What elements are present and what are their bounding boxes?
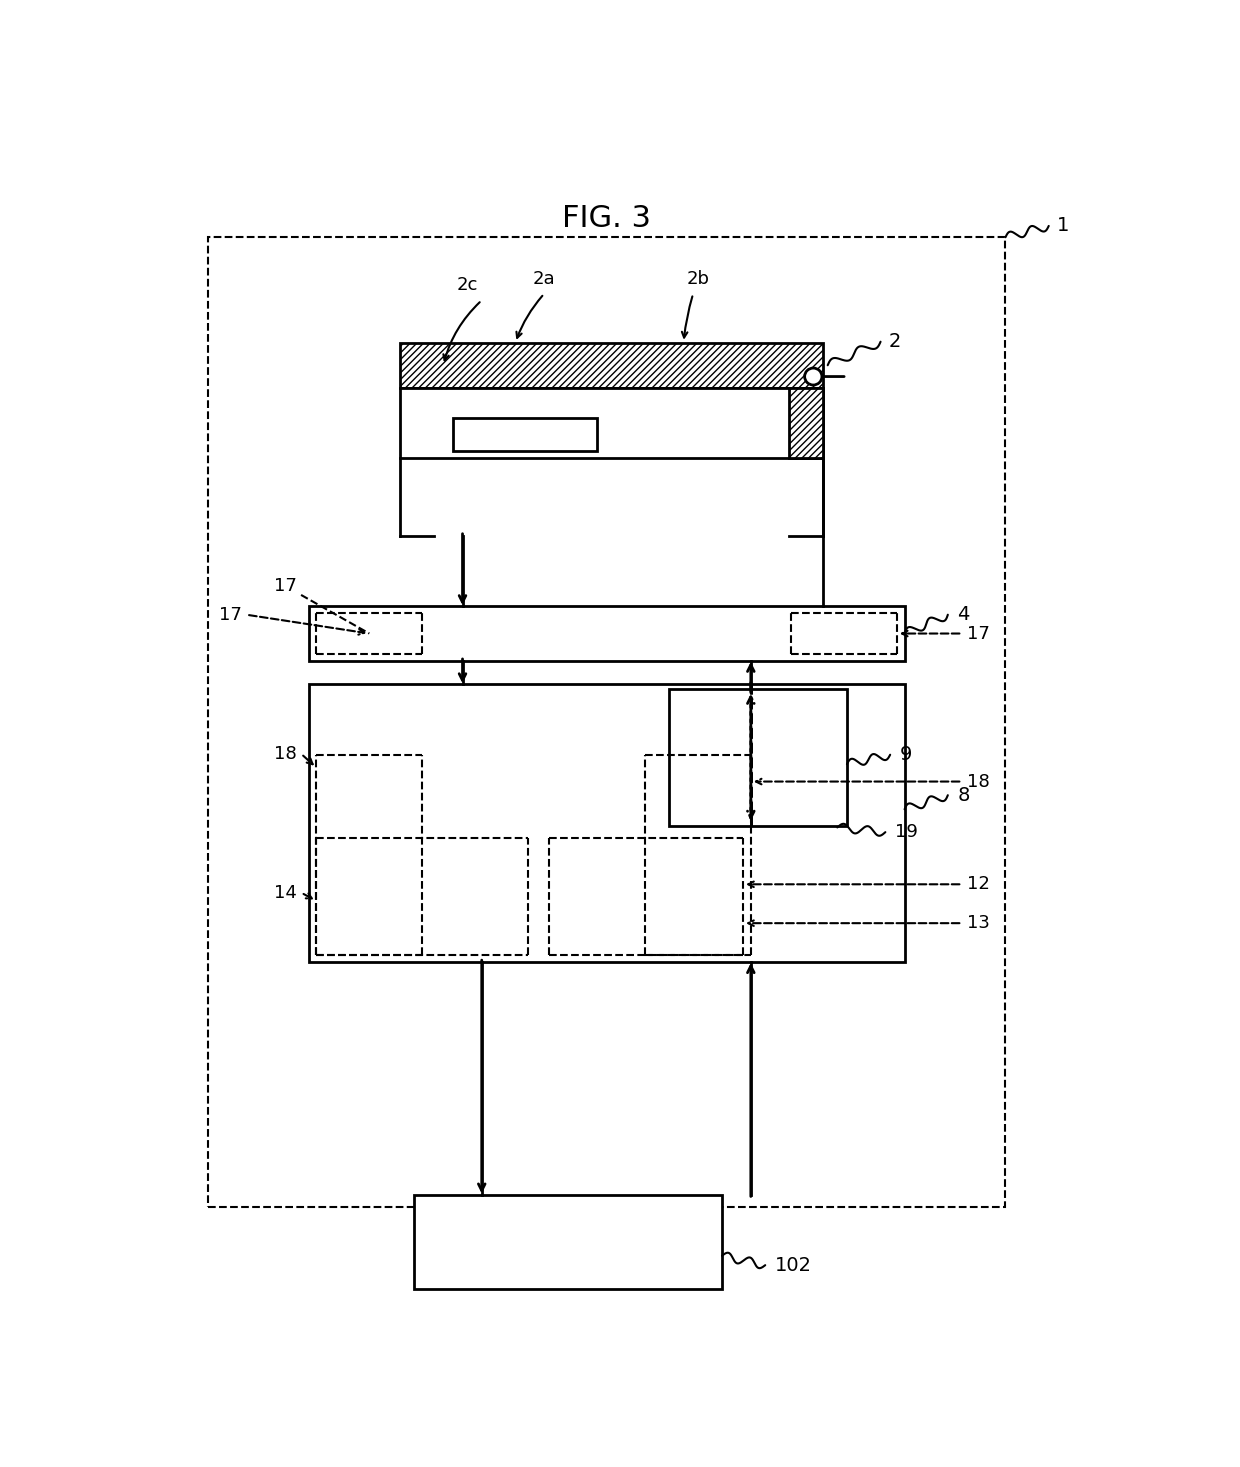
Text: 2: 2 [888, 332, 900, 351]
Text: 2b: 2b [687, 270, 709, 288]
Text: 1: 1 [1056, 217, 1069, 235]
Text: 18: 18 [274, 745, 298, 763]
Text: FIG. 3: FIG. 3 [562, 204, 651, 233]
Bar [414, 1194, 722, 1288]
Bar [789, 387, 823, 458]
Text: 17: 17 [274, 577, 298, 596]
Bar [309, 606, 905, 660]
Text: 14: 14 [274, 883, 298, 902]
Text: 18: 18 [967, 773, 990, 791]
Bar [453, 418, 596, 450]
Text: 12: 12 [967, 876, 990, 893]
Bar [208, 238, 1006, 1207]
Text: 8: 8 [957, 786, 970, 805]
Text: 2a: 2a [533, 270, 556, 288]
Text: 2c: 2c [456, 276, 477, 293]
Text: 17: 17 [967, 625, 990, 643]
Bar [309, 684, 905, 962]
Text: 4: 4 [957, 606, 970, 623]
Text: 102: 102 [775, 1256, 812, 1275]
Bar [401, 387, 823, 458]
Text: 17: 17 [218, 606, 242, 623]
Bar [401, 343, 823, 387]
Circle shape [805, 368, 822, 384]
Text: 19: 19 [895, 823, 918, 841]
Text: 9: 9 [900, 745, 913, 764]
Text: 13: 13 [967, 914, 990, 932]
Bar [670, 689, 847, 826]
